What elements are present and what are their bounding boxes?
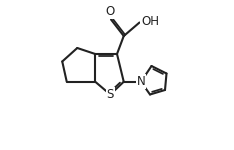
- Text: OH: OH: [141, 15, 159, 28]
- Text: S: S: [106, 88, 114, 101]
- Text: O: O: [106, 5, 115, 18]
- Text: N: N: [137, 75, 145, 88]
